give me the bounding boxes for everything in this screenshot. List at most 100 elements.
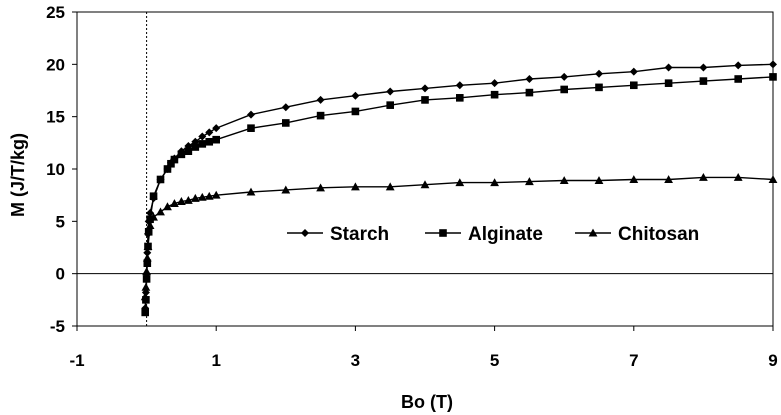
x-tick-label: 7 xyxy=(629,351,638,370)
data-point-alginate xyxy=(421,96,429,104)
data-point-alginate xyxy=(170,155,179,164)
data-point-chitosan xyxy=(170,199,179,208)
data-point-alginate xyxy=(699,77,708,85)
data-point-chitosan xyxy=(420,180,430,189)
data-point-alginate xyxy=(184,147,193,156)
data-point-starch xyxy=(769,60,777,69)
data-point-alginate xyxy=(141,308,150,317)
data-point-alginate xyxy=(525,88,534,97)
data-point-chitosan xyxy=(699,172,708,181)
data-point-starch xyxy=(421,84,429,93)
x-tick-label: 5 xyxy=(490,351,499,370)
data-point-starch xyxy=(699,63,708,72)
data-point-chitosan xyxy=(246,187,256,196)
data-point-alginate xyxy=(595,83,603,92)
data-point-chitosan xyxy=(177,197,186,205)
data-point-alginate xyxy=(198,140,207,148)
data-point-starch xyxy=(212,124,221,133)
data-point-chitosan xyxy=(142,267,151,276)
data-point-alginate xyxy=(490,90,499,99)
legend: Starch Alginate Chitosan xyxy=(287,224,699,245)
data-point-chitosan xyxy=(351,182,360,191)
data-point-chitosan xyxy=(525,177,534,186)
data-point-starch xyxy=(146,208,155,217)
legend-marker-alginate xyxy=(439,229,447,237)
data-point-chitosan xyxy=(385,182,395,191)
data-point-starch xyxy=(525,74,534,83)
data-point-chitosan xyxy=(664,175,673,183)
data-point-alginate xyxy=(769,73,777,81)
legend-item-chitosan: Chitosan xyxy=(575,224,699,245)
data-point-chitosan xyxy=(183,196,193,204)
data-point-starch xyxy=(595,69,603,78)
data-point-chitosan xyxy=(141,282,151,291)
data-point-chitosan xyxy=(145,221,155,230)
data-point-alginate xyxy=(734,75,742,83)
data-point-starch xyxy=(316,95,325,104)
data-point-chitosan xyxy=(316,183,325,192)
data-point-chitosan xyxy=(190,193,200,202)
data-point-chitosan xyxy=(140,292,150,301)
data-point-chitosan xyxy=(559,176,569,185)
y-tick-label: 25 xyxy=(46,3,65,22)
data-point-alginate xyxy=(282,119,290,127)
data-point-starch xyxy=(281,103,290,112)
y-tick-label: 5 xyxy=(56,212,65,231)
y-axis-label: M (J/T/kg) xyxy=(8,133,28,217)
data-point-alginate xyxy=(156,175,165,184)
legend-label-starch: Starch xyxy=(330,224,389,245)
y-tick-label: 10 xyxy=(46,160,65,179)
series-layer xyxy=(140,60,778,317)
x-tick-label: 1 xyxy=(211,351,220,370)
plot-frame xyxy=(76,11,774,327)
data-point-alginate xyxy=(316,111,325,120)
data-point-chitosan xyxy=(733,172,743,181)
x-tick-label: -1 xyxy=(69,351,84,370)
data-point-chitosan xyxy=(594,176,604,185)
data-point-starch xyxy=(247,110,255,119)
data-point-chitosan xyxy=(455,178,465,187)
data-point-alginate xyxy=(351,107,360,116)
x-tick-label: 3 xyxy=(351,351,360,370)
x-axis-label: Bo (T) xyxy=(401,392,453,412)
legend-marker-chitosan xyxy=(588,228,598,237)
data-point-chitosan xyxy=(490,178,499,187)
y-tick-label: 0 xyxy=(56,265,65,284)
legend-marker-starch xyxy=(301,229,309,237)
data-point-alginate xyxy=(456,94,464,102)
data-point-alginate xyxy=(167,159,175,168)
data-point-chitosan xyxy=(629,175,639,183)
data-point-alginate xyxy=(191,143,200,151)
data-point-chitosan xyxy=(768,175,778,183)
y-tick-label: -5 xyxy=(50,317,65,336)
legend-item-alginate: Alginate xyxy=(425,224,543,245)
y-tick-label: 20 xyxy=(46,55,65,74)
data-point-alginate xyxy=(149,192,158,201)
legend-label-chitosan: Chitosan xyxy=(618,224,699,245)
data-point-alginate xyxy=(163,165,172,173)
data-point-starch xyxy=(455,81,464,90)
data-point-chitosan xyxy=(143,242,153,250)
data-point-starch xyxy=(490,79,499,88)
data-point-chitosan xyxy=(142,253,152,262)
data-point-alginate xyxy=(386,101,394,109)
data-point-alginate xyxy=(247,124,255,132)
data-point-alginate xyxy=(144,228,153,236)
x-tick-label: 9 xyxy=(768,351,777,370)
data-point-alginate xyxy=(630,81,638,90)
data-point-alginate xyxy=(177,150,186,159)
y-tick-label: 15 xyxy=(46,108,65,127)
series-line-alginate xyxy=(144,76,774,313)
data-point-starch xyxy=(664,63,673,72)
data-point-chitosan xyxy=(211,190,221,199)
data-point-starch xyxy=(205,128,214,137)
data-point-chitosan xyxy=(204,191,214,200)
series-alginate xyxy=(141,73,777,317)
axes-layer: -5 0 5 10 15 20 25 -1 1 3 5 7 9 xyxy=(46,3,778,370)
data-point-starch xyxy=(386,87,395,96)
data-point-chitosan xyxy=(281,185,291,194)
data-point-chitosan xyxy=(156,207,165,216)
data-point-starch xyxy=(629,67,638,76)
data-point-starch xyxy=(560,72,569,81)
